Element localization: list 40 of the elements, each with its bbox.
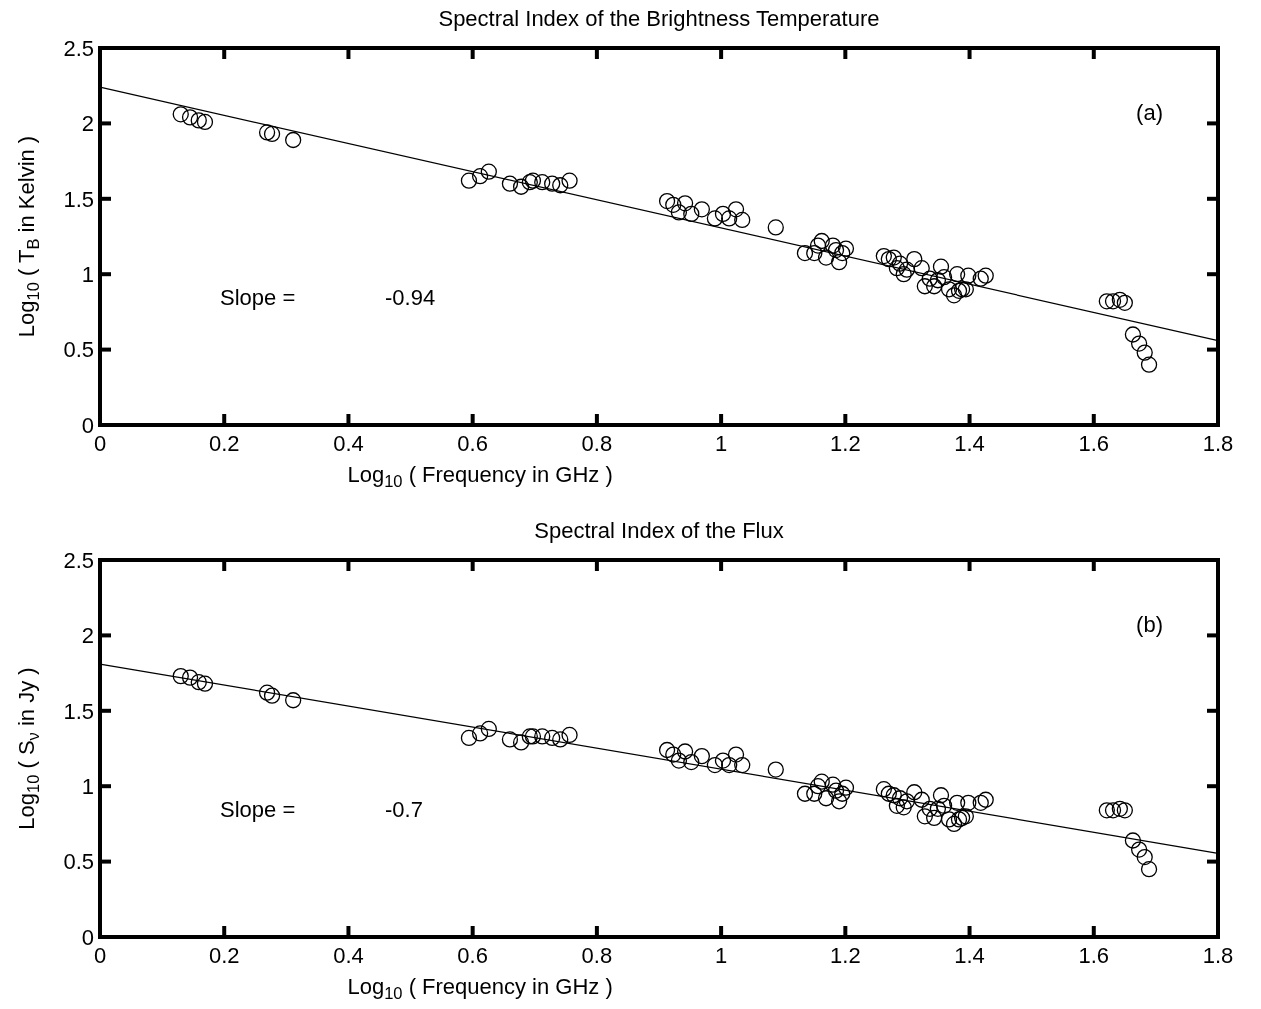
y-tick-label: 0: [81, 412, 94, 438]
y-tick-label: 0.5: [63, 849, 94, 875]
y-tick-label: 1.5: [63, 186, 94, 212]
x-axis-title: Log$_{10}$ ( Frequency in GHz ): [347, 462, 613, 491]
x-tick-label: 1: [714, 431, 728, 456]
x-tick-label: 1.6: [1078, 431, 1110, 456]
x-tick-label: 1: [714, 943, 728, 968]
x-tick-label: 1.4: [954, 431, 985, 456]
x-tick-label: 0.6: [457, 431, 488, 456]
x-tick-label: 0.4: [333, 431, 364, 456]
y-tick-label: 0.5: [63, 337, 94, 363]
annotation: (a): [1136, 100, 1163, 125]
x-tick-label: 1.6: [1078, 943, 1110, 968]
annotation: (b): [1136, 612, 1163, 637]
x-tick-label: 0.8: [581, 943, 613, 968]
y-tick-label: 1: [81, 261, 94, 287]
x-tick-label: 0.8: [581, 431, 613, 456]
annotation: -0.7: [385, 797, 423, 822]
annotation: -0.94: [385, 285, 436, 310]
annotation: Slope =: [220, 797, 296, 822]
chart-title: Spectral Index of the Brightness Temperature: [438, 6, 880, 31]
x-axis-title: Log$_{10}$ ( Frequency in GHz ): [347, 974, 613, 1003]
y-tick-label: 2.5: [63, 35, 94, 61]
x-tick-label: 1.4: [954, 943, 985, 968]
x-tick-label: 0.4: [333, 943, 364, 968]
y-tick-label: 0: [81, 924, 94, 950]
x-tick-label: 1.8: [1202, 431, 1234, 456]
x-tick-label: 1.2: [830, 431, 861, 456]
chart-title: Spectral Index of the Flux: [534, 518, 784, 543]
y-tick-label: 2: [81, 111, 94, 137]
y-tick-label: 2.5: [63, 547, 94, 573]
x-tick-label: 1.8: [1202, 943, 1234, 968]
x-tick-label: 0.2: [208, 431, 240, 456]
y-tick-label: 1: [81, 773, 94, 799]
x-tick-label: 0.2: [208, 943, 240, 968]
x-tick-label: 1.2: [830, 943, 861, 968]
x-tick-label: 0.6: [457, 943, 488, 968]
y-tick-label: 1.5: [63, 698, 94, 724]
y-tick-label: 2: [81, 623, 94, 649]
annotation: Slope =: [220, 285, 296, 310]
